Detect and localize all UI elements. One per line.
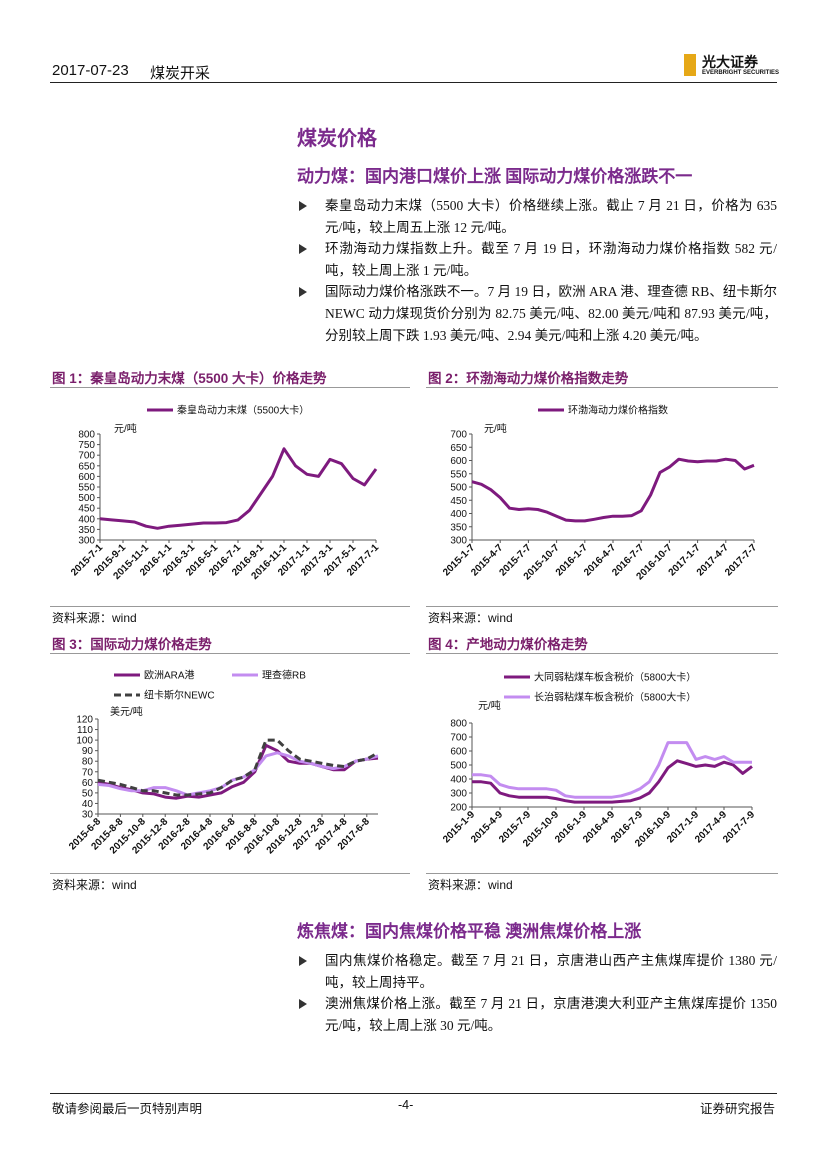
series-line — [97, 738, 379, 797]
y-tick-label: 400 — [450, 509, 467, 520]
y-tick-label: 40 — [82, 799, 94, 810]
y-tick-label: 110 — [77, 725, 93, 736]
bullet: 国内焦煤价格稳定。截至 7 月 21 日，京唐港山西产主焦煤库提价 1380 元… — [299, 950, 777, 994]
y-tick-label: 100 — [76, 736, 93, 747]
logo-cn: 光大证券 — [702, 54, 758, 70]
y-tick-label: 750 — [78, 440, 95, 451]
y-tick-label: 60 — [82, 778, 94, 789]
y-axis-unit: 美元/吨 — [110, 705, 143, 718]
caption-rule — [50, 387, 410, 388]
y-tick-label: 350 — [450, 522, 467, 533]
y-tick-label: 550 — [78, 483, 95, 494]
y-tick-label: 650 — [78, 461, 95, 472]
y-tick-label: 80 — [82, 757, 94, 768]
logo-mark — [684, 54, 696, 76]
footer-rule — [50, 1093, 777, 1094]
y-tick-label: 800 — [450, 719, 467, 730]
y-tick-label: 90 — [82, 746, 94, 757]
y-tick-label: 600 — [450, 747, 467, 758]
y-tick-label: 500 — [450, 761, 467, 772]
y-tick-label: 700 — [450, 733, 467, 744]
y-tick-label: 300 — [450, 536, 467, 547]
y-tick-label: 650 — [450, 443, 467, 454]
y-tick-label: 550 — [450, 469, 467, 480]
logo-en: EVERBRIGHT SECURITIES — [702, 70, 780, 76]
bullet: 秦皇岛动力末煤（5500 大卡）价格继续上涨。截止 7 月 21 日，价格为 6… — [299, 195, 777, 239]
y-tick-label: 400 — [78, 514, 95, 525]
footer-report: 证券研究报告 — [700, 1102, 776, 1116]
y-tick-label: 350 — [78, 525, 95, 536]
y-tick-label: 450 — [450, 496, 467, 507]
y-tick-label: 300 — [78, 536, 95, 547]
y-tick-label: 500 — [78, 493, 95, 504]
y-tick-label: 300 — [450, 789, 467, 800]
y-tick-label: 200 — [450, 803, 467, 814]
subsection-title: 炼焦煤：国内焦煤价格平稳 澳洲焦煤价格上涨 — [297, 922, 642, 941]
legend-label: 秦皇岛动力末煤（5500大卡） — [177, 404, 309, 417]
y-tick-label: 120 — [76, 715, 93, 726]
header-category: 煤炭开采 — [150, 65, 211, 82]
legend-label: 长治弱粘煤车板含税价（5800大卡） — [534, 691, 696, 704]
y-tick-label: 700 — [450, 430, 467, 441]
figure-caption: 图 3：国际动力煤价格走势 — [52, 637, 212, 652]
figure-source: 资料来源：wind — [428, 611, 513, 625]
series-line — [97, 751, 379, 797]
x-tick-label: 2017-7-7 — [723, 542, 759, 578]
figure-caption: 图 2：环渤海动力煤价格指数走势 — [428, 371, 629, 386]
series-line — [471, 457, 755, 523]
y-tick-label: 400 — [450, 775, 467, 786]
figure-source: 资料来源：wind — [428, 878, 513, 892]
legend-label: 环渤海动力煤价格指数 — [568, 404, 668, 417]
source-rule — [50, 873, 410, 874]
header-rule — [50, 82, 777, 83]
y-tick-label: 700 — [78, 451, 95, 462]
y-tick-label: 50 — [82, 788, 94, 799]
source-rule — [426, 873, 778, 874]
section-title: 煤炭价格 — [297, 128, 377, 150]
figure-caption: 图 1：秦皇岛动力末煤（5500 大卡）价格走势 — [52, 371, 327, 386]
y-tick-label: 70 — [82, 767, 94, 778]
legend-label: 大同弱粘煤车板含税价（5800大卡） — [534, 671, 696, 684]
footer-disclaimer: 敬请参阅最后一页特别声明 — [52, 1102, 203, 1116]
bullet: 环渤海动力煤指数上升。截至 7 月 19 日，环渤海动力煤价格指数 582 元/… — [299, 238, 777, 282]
bullet: 澳洲焦煤价格上涨。截至 7 月 21 日，京唐港澳大利亚产主焦煤库提价 1350… — [299, 993, 777, 1037]
figure-source: 资料来源：wind — [52, 611, 137, 625]
series-line — [99, 447, 378, 530]
series-line — [472, 741, 752, 799]
legend-label: 欧洲ARA港 — [144, 670, 195, 682]
y-axis-unit: 元/吨 — [484, 422, 507, 435]
chart: 30405060708090100110120美元/吨2015-6-82015-… — [67, 669, 379, 856]
figure-source: 资料来源：wind — [52, 878, 137, 892]
page-number: -4- — [398, 1098, 414, 1112]
x-tick-label: 2017-7-9 — [721, 809, 757, 845]
y-tick-label: 450 — [78, 504, 95, 515]
source-rule — [426, 606, 778, 607]
y-tick-label: 600 — [450, 456, 467, 467]
legend-label: 理查德RB — [262, 669, 306, 682]
y-axis-unit: 元/吨 — [114, 422, 137, 435]
bullet: 国际动力煤价格涨跌不一。7 月 19 日，欧洲 ARA 港、理查德 RB、纽卡斯… — [299, 281, 777, 347]
y-axis-unit: 元/吨 — [478, 699, 501, 712]
subsection-title: 动力煤：国内港口煤价上涨 国际动力煤价格涨跌不一 — [297, 167, 693, 186]
y-tick-label: 800 — [78, 430, 95, 441]
y-tick-label: 500 — [450, 483, 467, 494]
chart: 200300400500600700800元/吨2015-1-92015-4-9… — [441, 671, 757, 850]
header-date: 2017-07-23 — [52, 62, 129, 79]
y-tick-label: 600 — [78, 472, 95, 483]
y-tick-label: 30 — [82, 810, 94, 821]
legend-label: 纽卡斯尔NEWC — [144, 689, 215, 702]
caption-rule — [426, 653, 778, 654]
caption-rule — [50, 653, 410, 654]
source-rule — [50, 606, 410, 607]
caption-rule — [426, 387, 778, 388]
series-line — [472, 759, 753, 804]
figure-caption: 图 4：产地动力煤价格走势 — [428, 637, 588, 652]
